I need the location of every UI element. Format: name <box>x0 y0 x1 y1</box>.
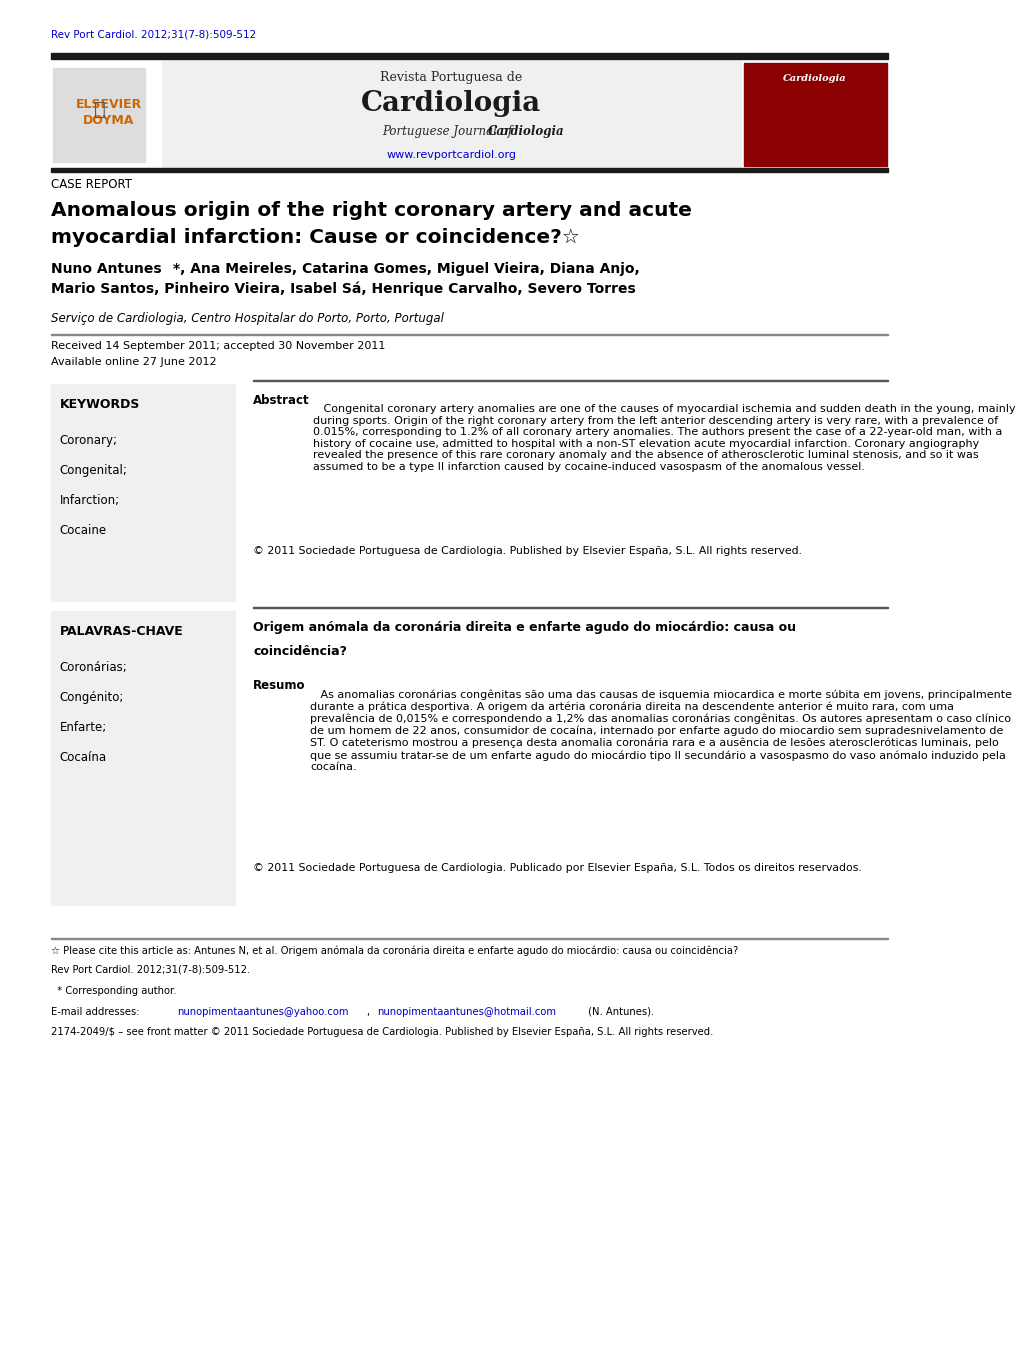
Text: ELSEVIER: ELSEVIER <box>75 99 142 111</box>
Text: Cardiologia: Cardiologia <box>783 74 846 82</box>
Text: myocardial infarction: Cause or coincidence?☆: myocardial infarction: Cause or coincide… <box>51 228 579 247</box>
Text: KEYWORDS: KEYWORDS <box>60 399 140 411</box>
Text: Available online 27 June 2012: Available online 27 June 2012 <box>51 357 216 366</box>
Text: Congénito;: Congénito; <box>60 692 124 704</box>
Text: Infarction;: Infarction; <box>60 494 120 507</box>
Text: Resumo: Resumo <box>253 680 306 692</box>
Text: Nuno Antunes: Nuno Antunes <box>51 262 161 276</box>
Text: Congenital;: Congenital; <box>60 465 127 477</box>
Bar <box>51 938 888 939</box>
Text: Congenital coronary artery anomalies are one of the causes of myocardial ischemi: Congenital coronary artery anomalies are… <box>313 404 1015 471</box>
Text: www.revportcardiol.org: www.revportcardiol.org <box>386 150 516 159</box>
Text: Rev Port Cardiol. 2012;31(7-8):509-512.: Rev Port Cardiol. 2012;31(7-8):509-512. <box>51 965 250 974</box>
Text: E-mail addresses:: E-mail addresses: <box>51 1006 142 1016</box>
Text: Coronárias;: Coronárias; <box>60 662 127 674</box>
Text: Rev Port Cardiol. 2012;31(7-8):509-512: Rev Port Cardiol. 2012;31(7-8):509-512 <box>51 30 256 39</box>
Text: (N. Antunes).: (N. Antunes). <box>584 1006 653 1016</box>
Text: Cocaine: Cocaine <box>60 524 107 536</box>
Text: 2174-2049/$ – see front matter © 2011 Sociedade Portuguesa de Cardiologia. Publi: 2174-2049/$ – see front matter © 2011 So… <box>51 1027 712 1036</box>
Text: © 2011 Sociedade Portuguesa de Cardiologia. Publicado por Elsevier España, S.L. : © 2011 Sociedade Portuguesa de Cardiolog… <box>253 863 861 873</box>
Bar <box>161 61 741 169</box>
Text: CASE REPORT: CASE REPORT <box>51 178 131 190</box>
Text: Serviço de Cardiologia, Centro Hospitalar do Porto, Porto, Portugal: Serviço de Cardiologia, Centro Hospitala… <box>51 312 443 324</box>
Text: ,: , <box>367 1006 373 1016</box>
Text: Cardiologia: Cardiologia <box>488 126 565 138</box>
Text: *, Ana Meireles, Catarina Gomes, Miguel Vieira, Diana Anjo,: *, Ana Meireles, Catarina Gomes, Miguel … <box>173 262 639 276</box>
Bar <box>51 53 888 59</box>
Text: Enfarte;: Enfarte; <box>60 721 107 734</box>
Text: Cocaína: Cocaína <box>60 751 107 763</box>
Text: Anomalous origin of the right coronary artery and acute: Anomalous origin of the right coronary a… <box>51 201 691 220</box>
Text: nunopimentaantunes@yahoo.com: nunopimentaantunes@yahoo.com <box>176 1006 347 1016</box>
Text: 🌳: 🌳 <box>94 100 105 119</box>
Text: PALAVRAS-CHAVE: PALAVRAS-CHAVE <box>60 626 183 638</box>
Text: coincidência?: coincidência? <box>253 646 346 658</box>
Text: © 2011 Sociedade Portuguesa de Cardiologia. Published by Elsevier España, S.L. A: © 2011 Sociedade Portuguesa de Cardiolog… <box>253 546 801 555</box>
Text: Abstract: Abstract <box>253 394 310 407</box>
Text: As anomalias coronárias congênitas são uma das causas de isquemia miocardica e m: As anomalias coronárias congênitas são u… <box>310 689 1011 773</box>
Text: Revista Portuguesa de: Revista Portuguesa de <box>380 72 522 84</box>
Text: Portuguese Journal of: Portuguese Journal of <box>382 126 520 138</box>
Bar <box>253 607 888 608</box>
Text: Cardiologia: Cardiologia <box>361 89 541 116</box>
Text: Received 14 September 2011; accepted 30 November 2011: Received 14 September 2011; accepted 30 … <box>51 340 384 350</box>
Text: nunopimentaantunes@hotmail.com: nunopimentaantunes@hotmail.com <box>377 1006 556 1016</box>
Bar <box>51 61 161 169</box>
Text: Origem anómala da coronária direita e enfarte agudo do miocárdio: causa ou: Origem anómala da coronária direita e en… <box>253 621 796 634</box>
Bar <box>53 68 146 162</box>
Text: DOYMA: DOYMA <box>83 115 135 127</box>
Bar <box>51 384 234 601</box>
Bar <box>51 611 234 905</box>
Text: ☆ Please cite this article as: Antunes N, et al. Origem anómala da coronária dir: ☆ Please cite this article as: Antunes N… <box>51 946 737 955</box>
Text: Mario Santos, Pinheiro Vieira, Isabel Sá, Henrique Carvalho, Severo Torres: Mario Santos, Pinheiro Vieira, Isabel Sá… <box>51 281 635 296</box>
Text: Coronary;: Coronary; <box>60 435 118 447</box>
Bar <box>253 380 888 381</box>
Bar <box>743 63 886 166</box>
Text: * Corresponding author.: * Corresponding author. <box>51 986 176 996</box>
Bar <box>51 168 888 172</box>
